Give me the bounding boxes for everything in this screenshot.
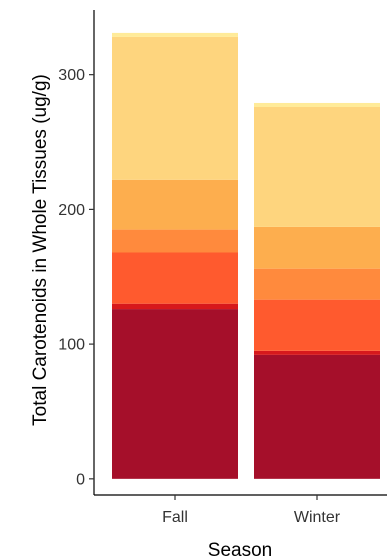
bar-segment-winter-3 [254, 299, 380, 351]
bar-segment-fall-6 [112, 36, 238, 180]
bar-segment-winter-5 [254, 226, 380, 269]
x-tick-label-winter: Winter [294, 509, 341, 526]
y-tick-label-200: 200 [58, 202, 85, 219]
bar-segment-fall-4 [112, 229, 238, 253]
bar-segment-fall-2 [112, 303, 238, 310]
bar-segment-winter-7 [254, 102, 380, 107]
x-axis: Fall Winter [94, 494, 387, 526]
y-axis: 0 100 200 300 [58, 10, 95, 495]
y-axis-title: Total Carotenoids in Whole Tissues (ug/g… [30, 74, 51, 426]
y-tick-label-100: 100 [58, 337, 85, 354]
bar-segment-winter-4 [254, 268, 380, 300]
bar-segment-winter-6 [254, 107, 380, 227]
bar-segment-winter-1 [254, 354, 380, 479]
x-tick-label-fall: Fall [162, 509, 188, 526]
bar-segment-fall-3 [112, 252, 238, 304]
bar-segment-fall-5 [112, 179, 238, 230]
bar-segment-fall-7 [112, 32, 238, 37]
bar-segment-winter-2 [254, 350, 380, 355]
y-tick-label-0: 0 [76, 471, 85, 488]
plot-area [112, 32, 380, 479]
x-axis-title: Season [208, 540, 272, 560]
y-tick-label-300: 300 [58, 67, 85, 84]
bar-segment-fall-1 [112, 309, 238, 479]
